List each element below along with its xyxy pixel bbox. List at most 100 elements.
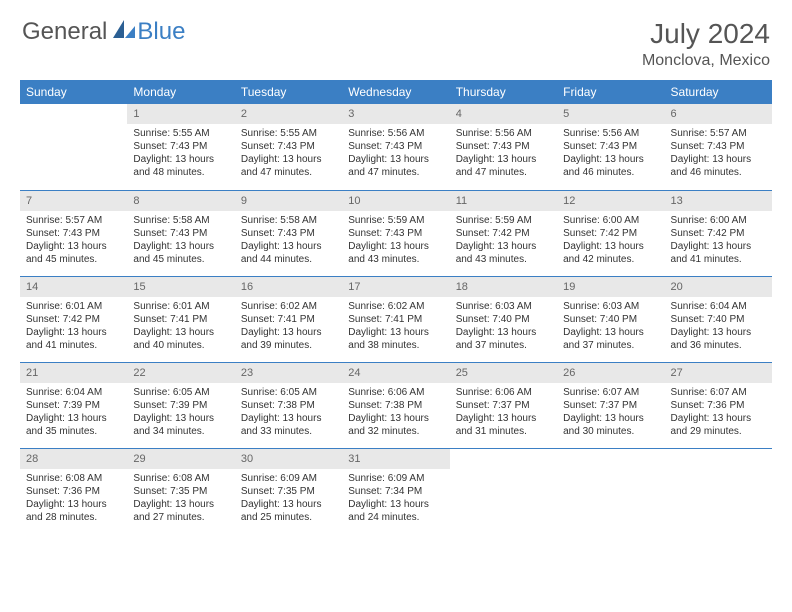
day-details: Sunrise: 6:01 AMSunset: 7:42 PMDaylight:… [20, 297, 127, 356]
day-header: Thursday [450, 80, 557, 104]
calendar-day: 26Sunrise: 6:07 AMSunset: 7:37 PMDayligh… [557, 362, 664, 448]
calendar-day: 18Sunrise: 6:03 AMSunset: 7:40 PMDayligh… [450, 276, 557, 362]
calendar-day: 8Sunrise: 5:58 AMSunset: 7:43 PMDaylight… [127, 190, 234, 276]
day-number: 24 [342, 363, 449, 383]
day-number: 27 [665, 363, 772, 383]
calendar-day: 9Sunrise: 5:58 AMSunset: 7:43 PMDaylight… [235, 190, 342, 276]
calendar-day: 13Sunrise: 6:00 AMSunset: 7:42 PMDayligh… [665, 190, 772, 276]
calendar-day: 14Sunrise: 6:01 AMSunset: 7:42 PMDayligh… [20, 276, 127, 362]
header: General Blue July 2024 Monclova, Mexico [0, 0, 792, 80]
day-number: 10 [342, 191, 449, 211]
day-details: Sunrise: 5:58 AMSunset: 7:43 PMDaylight:… [127, 211, 234, 270]
day-number: 25 [450, 363, 557, 383]
day-header: Sunday [20, 80, 127, 104]
day-header: Wednesday [342, 80, 449, 104]
day-header: Tuesday [235, 80, 342, 104]
calendar-day: 30Sunrise: 6:09 AMSunset: 7:35 PMDayligh… [235, 448, 342, 534]
calendar-day: 2Sunrise: 5:55 AMSunset: 7:43 PMDaylight… [235, 104, 342, 190]
day-details: Sunrise: 5:59 AMSunset: 7:42 PMDaylight:… [450, 211, 557, 270]
day-number: 5 [557, 104, 664, 124]
day-number: 29 [127, 449, 234, 469]
calendar-day: 23Sunrise: 6:05 AMSunset: 7:38 PMDayligh… [235, 362, 342, 448]
calendar-day-empty [20, 104, 127, 190]
day-details: Sunrise: 6:03 AMSunset: 7:40 PMDaylight:… [450, 297, 557, 356]
calendar-day: 27Sunrise: 6:07 AMSunset: 7:36 PMDayligh… [665, 362, 772, 448]
calendar-day-empty [450, 448, 557, 534]
day-details: Sunrise: 5:58 AMSunset: 7:43 PMDaylight:… [235, 211, 342, 270]
day-number: 9 [235, 191, 342, 211]
day-details: Sunrise: 6:02 AMSunset: 7:41 PMDaylight:… [235, 297, 342, 356]
logo-text-1: General [22, 18, 107, 46]
calendar-day: 31Sunrise: 6:09 AMSunset: 7:34 PMDayligh… [342, 448, 449, 534]
calendar-week: 1Sunrise: 5:55 AMSunset: 7:43 PMDaylight… [20, 104, 772, 190]
calendar-day: 21Sunrise: 6:04 AMSunset: 7:39 PMDayligh… [20, 362, 127, 448]
day-number: 31 [342, 449, 449, 469]
day-number: 15 [127, 277, 234, 297]
day-details: Sunrise: 5:56 AMSunset: 7:43 PMDaylight:… [557, 124, 664, 183]
day-number: 6 [665, 104, 772, 124]
day-number: 13 [665, 191, 772, 211]
day-details: Sunrise: 6:05 AMSunset: 7:38 PMDaylight:… [235, 383, 342, 442]
day-header: Friday [557, 80, 664, 104]
calendar-day: 19Sunrise: 6:03 AMSunset: 7:40 PMDayligh… [557, 276, 664, 362]
day-header: Saturday [665, 80, 772, 104]
calendar-day: 6Sunrise: 5:57 AMSunset: 7:43 PMDaylight… [665, 104, 772, 190]
day-details: Sunrise: 5:57 AMSunset: 7:43 PMDaylight:… [20, 211, 127, 270]
day-number: 20 [665, 277, 772, 297]
day-details: Sunrise: 6:08 AMSunset: 7:35 PMDaylight:… [127, 469, 234, 528]
location-label: Monclova, Mexico [642, 52, 770, 70]
logo-sail-icon [113, 20, 135, 43]
day-number: 19 [557, 277, 664, 297]
calendar-week: 7Sunrise: 5:57 AMSunset: 7:43 PMDaylight… [20, 190, 772, 276]
day-details: Sunrise: 6:02 AMSunset: 7:41 PMDaylight:… [342, 297, 449, 356]
day-details: Sunrise: 6:04 AMSunset: 7:39 PMDaylight:… [20, 383, 127, 442]
day-number: 28 [20, 449, 127, 469]
calendar-day: 4Sunrise: 5:56 AMSunset: 7:43 PMDaylight… [450, 104, 557, 190]
calendar-head: SundayMondayTuesdayWednesdayThursdayFrid… [20, 80, 772, 104]
day-details: Sunrise: 6:07 AMSunset: 7:37 PMDaylight:… [557, 383, 664, 442]
day-details: Sunrise: 5:56 AMSunset: 7:43 PMDaylight:… [450, 124, 557, 183]
calendar-week: 28Sunrise: 6:08 AMSunset: 7:36 PMDayligh… [20, 448, 772, 534]
calendar-day: 15Sunrise: 6:01 AMSunset: 7:41 PMDayligh… [127, 276, 234, 362]
day-number: 26 [557, 363, 664, 383]
calendar-day: 22Sunrise: 6:05 AMSunset: 7:39 PMDayligh… [127, 362, 234, 448]
day-number: 1 [127, 104, 234, 124]
day-details: Sunrise: 6:09 AMSunset: 7:35 PMDaylight:… [235, 469, 342, 528]
month-title: July 2024 [642, 18, 770, 50]
calendar-day: 5Sunrise: 5:56 AMSunset: 7:43 PMDaylight… [557, 104, 664, 190]
day-header: Monday [127, 80, 234, 104]
calendar-body: 1Sunrise: 5:55 AMSunset: 7:43 PMDaylight… [20, 104, 772, 534]
calendar-day: 12Sunrise: 6:00 AMSunset: 7:42 PMDayligh… [557, 190, 664, 276]
logo-text-2: Blue [137, 18, 185, 46]
calendar-week: 21Sunrise: 6:04 AMSunset: 7:39 PMDayligh… [20, 362, 772, 448]
calendar-day: 20Sunrise: 6:04 AMSunset: 7:40 PMDayligh… [665, 276, 772, 362]
calendar-day: 16Sunrise: 6:02 AMSunset: 7:41 PMDayligh… [235, 276, 342, 362]
logo: General Blue [22, 18, 185, 46]
day-number: 22 [127, 363, 234, 383]
day-details: Sunrise: 6:01 AMSunset: 7:41 PMDaylight:… [127, 297, 234, 356]
day-number: 8 [127, 191, 234, 211]
day-number: 14 [20, 277, 127, 297]
day-details: Sunrise: 6:05 AMSunset: 7:39 PMDaylight:… [127, 383, 234, 442]
day-details: Sunrise: 6:04 AMSunset: 7:40 PMDaylight:… [665, 297, 772, 356]
calendar-day: 10Sunrise: 5:59 AMSunset: 7:43 PMDayligh… [342, 190, 449, 276]
day-number: 21 [20, 363, 127, 383]
day-details: Sunrise: 6:07 AMSunset: 7:36 PMDaylight:… [665, 383, 772, 442]
calendar-day: 7Sunrise: 5:57 AMSunset: 7:43 PMDaylight… [20, 190, 127, 276]
calendar-day: 25Sunrise: 6:06 AMSunset: 7:37 PMDayligh… [450, 362, 557, 448]
calendar-day: 29Sunrise: 6:08 AMSunset: 7:35 PMDayligh… [127, 448, 234, 534]
day-number: 2 [235, 104, 342, 124]
day-details: Sunrise: 6:00 AMSunset: 7:42 PMDaylight:… [557, 211, 664, 270]
day-details: Sunrise: 6:06 AMSunset: 7:38 PMDaylight:… [342, 383, 449, 442]
day-details: Sunrise: 6:09 AMSunset: 7:34 PMDaylight:… [342, 469, 449, 528]
day-number: 18 [450, 277, 557, 297]
day-number: 11 [450, 191, 557, 211]
day-number: 4 [450, 104, 557, 124]
day-number: 3 [342, 104, 449, 124]
calendar-week: 14Sunrise: 6:01 AMSunset: 7:42 PMDayligh… [20, 276, 772, 362]
calendar-day-empty [665, 448, 772, 534]
title-block: July 2024 Monclova, Mexico [642, 18, 770, 70]
day-details: Sunrise: 5:55 AMSunset: 7:43 PMDaylight:… [127, 124, 234, 183]
calendar-day: 3Sunrise: 5:56 AMSunset: 7:43 PMDaylight… [342, 104, 449, 190]
calendar-day: 28Sunrise: 6:08 AMSunset: 7:36 PMDayligh… [20, 448, 127, 534]
